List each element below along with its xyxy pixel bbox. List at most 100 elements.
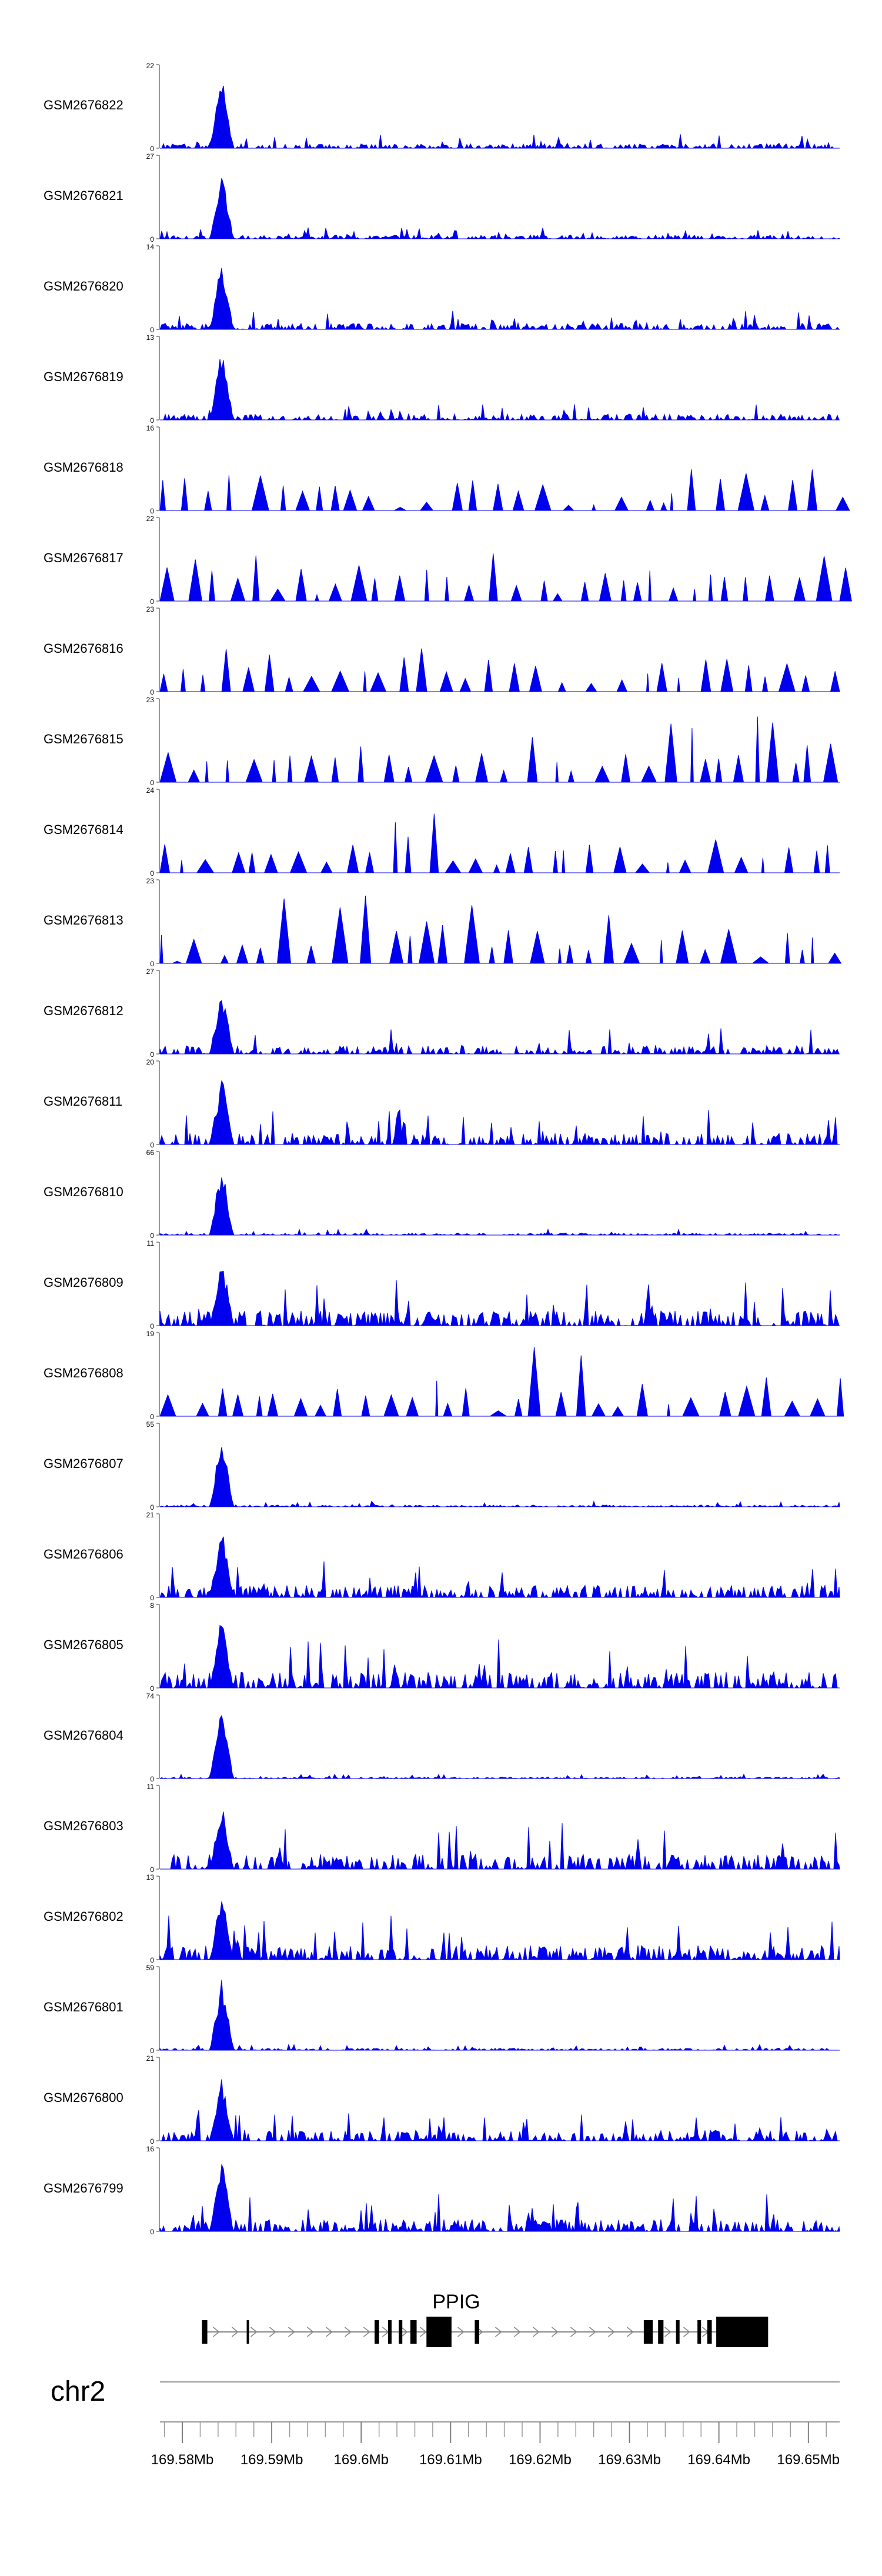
y-max-label: 24 [146, 786, 155, 795]
coverage-area [159, 1536, 840, 1599]
y-min-label: 0 [150, 1956, 154, 1964]
y-max-label: 21 [146, 2054, 155, 2063]
y-min-label: 0 [150, 1594, 154, 1602]
track-GSM2676822: GSM2676822 22 0 [44, 62, 840, 153]
track-GSM2676802: GSM2676802 13 0 [44, 1873, 840, 1964]
y-max-label: 55 [146, 1420, 155, 1429]
exon [399, 2320, 403, 2344]
track-label: GSM2676802 [44, 1909, 123, 1924]
track-GSM2676799: GSM2676799 16 0 [44, 2145, 840, 2236]
x-tick-label: 169.62Mb [509, 2452, 572, 2468]
track-label: GSM2676801 [44, 2000, 123, 2014]
y-max-label: 59 [146, 1964, 155, 1972]
strand-arrow [363, 2327, 370, 2337]
track-GSM2676818: GSM2676818 16 0 [44, 424, 850, 515]
track-label: GSM2676813 [44, 913, 123, 927]
exon [658, 2320, 664, 2344]
strand-arrow [457, 2327, 465, 2337]
strand-arrow [269, 2327, 276, 2337]
y-max-label: 27 [146, 152, 155, 161]
y-max-label: 19 [146, 1330, 155, 1338]
coverage-area [159, 1347, 844, 1417]
track-GSM2676800: GSM2676800 21 0 [44, 2054, 840, 2145]
coverage-area [160, 2079, 840, 2142]
y-max-label: 16 [146, 424, 155, 432]
strand-arrow [325, 2327, 333, 2337]
y-max-label: 20 [146, 1058, 155, 1066]
strand-arrow [400, 2327, 408, 2337]
gene-structure [202, 2317, 769, 2347]
track-GSM2676806: GSM2676806 21 0 [44, 1511, 840, 1602]
strand-arrow [570, 2327, 577, 2337]
strand-arrow [513, 2327, 521, 2337]
strand-arrow [626, 2327, 634, 2337]
y-max-label: 22 [146, 62, 155, 70]
strand-arrow [683, 2327, 690, 2337]
y-min-label: 0 [150, 2228, 154, 2236]
track-label: GSM2676814 [44, 822, 123, 837]
track-GSM2676801: GSM2676801 59 0 [44, 1964, 840, 2055]
y-max-label: 14 [146, 243, 155, 251]
y-max-label: 23 [146, 605, 155, 613]
x-tick-label: 169.65Mb [777, 2452, 840, 2468]
coverage-area [159, 1080, 840, 1146]
track-label: GSM2676804 [44, 1728, 123, 1743]
y-min-label: 0 [150, 1503, 154, 1511]
strand-arrow [306, 2327, 314, 2337]
x-tick-label: 169.61Mb [419, 2452, 482, 2468]
coverage-area [160, 1811, 840, 1870]
coverage-tracks: GSM2676822220GSM2676821270GSM2676820140G… [44, 62, 852, 2236]
track-GSM2676810: GSM2676810 66 0 [44, 1149, 840, 1240]
y-min-label: 0 [150, 1866, 154, 1874]
y-max-label: 22 [146, 515, 155, 523]
exon [475, 2320, 480, 2344]
y-max-label: 11 [147, 1783, 155, 1791]
x-tick-label: 169.6Mb [334, 2452, 389, 2468]
strand-arrow [419, 2327, 427, 2337]
exon [426, 2317, 452, 2347]
y-min-label: 0 [150, 598, 154, 606]
y-min-label: 0 [150, 145, 154, 153]
coverage-area [159, 895, 842, 964]
strand-arrow [250, 2327, 258, 2337]
y-min-label: 0 [150, 1322, 154, 1330]
track-label: GSM2676803 [44, 1818, 123, 1833]
exon [246, 2320, 249, 2344]
track-label: GSM2676811 [44, 1094, 122, 1109]
coverage-area [159, 648, 840, 692]
track-label: GSM2676822 [44, 98, 123, 112]
y-min-label: 0 [150, 235, 154, 243]
strand-arrow [589, 2327, 596, 2337]
exon [643, 2320, 653, 2344]
gene-model-track: PPIG [202, 2291, 769, 2347]
exon [697, 2320, 701, 2344]
coverage-area [159, 1177, 840, 1236]
exon [676, 2320, 680, 2344]
coverage-area [160, 85, 840, 149]
y-min-label: 0 [150, 688, 154, 696]
strand-arrow [212, 2327, 220, 2337]
track-GSM2676812: GSM2676812 27 0 [44, 967, 840, 1059]
y-max-label: 8 [150, 1601, 154, 1610]
y-min-label: 0 [150, 416, 154, 425]
strand-arrow [551, 2327, 559, 2337]
y-min-label: 0 [150, 1141, 154, 1149]
gene-label: PPIG [432, 2291, 480, 2313]
strand-arrow [664, 2327, 671, 2337]
y-max-label: 66 [146, 1149, 155, 1157]
y-min-label: 0 [150, 869, 154, 877]
strand-arrow [344, 2327, 352, 2337]
track-GSM2676815: GSM2676815 23 0 [44, 696, 840, 787]
exon [707, 2320, 712, 2344]
track-label: GSM2676800 [44, 2090, 123, 2105]
y-max-label: 13 [146, 1873, 155, 1881]
coverage-area [159, 1624, 840, 1689]
track-label: GSM2676815 [44, 732, 123, 746]
coverage-area [159, 1980, 840, 2051]
track-GSM2676814: GSM2676814 24 0 [44, 786, 840, 877]
track-GSM2676804: GSM2676804 74 0 [44, 1692, 840, 1783]
track-GSM2676811: GSM2676811 20 0 [44, 1058, 840, 1149]
genome-axis: chr2 169.58Mb 169.59Mb 169.6Mb 169.61Mb 169.… [51, 2376, 840, 2468]
coverage-area [160, 359, 840, 421]
